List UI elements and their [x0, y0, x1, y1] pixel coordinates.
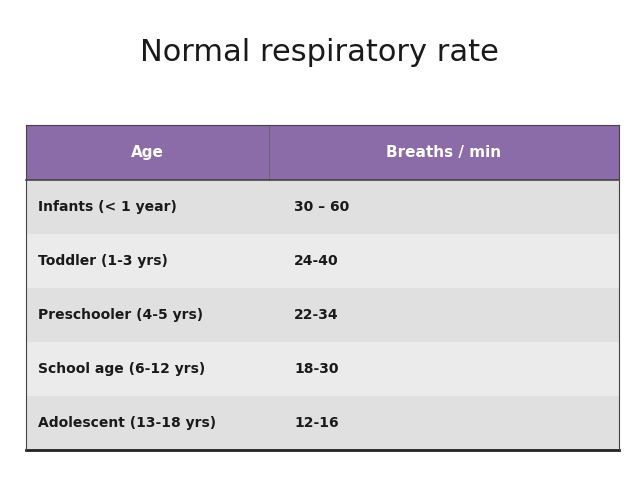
Text: 30 – 60: 30 – 60: [294, 200, 350, 214]
Text: Normal respiratory rate: Normal respiratory rate: [140, 38, 498, 68]
Text: 18-30: 18-30: [294, 362, 339, 376]
Text: Adolescent (13-18 yrs): Adolescent (13-18 yrs): [38, 416, 216, 430]
Text: Preschooler (4-5 yrs): Preschooler (4-5 yrs): [38, 308, 204, 322]
Bar: [26, 180, 619, 234]
Bar: [26, 234, 619, 288]
Text: Breaths / min: Breaths / min: [386, 145, 501, 160]
Text: Age: Age: [131, 145, 163, 160]
Text: School age (6-12 yrs): School age (6-12 yrs): [38, 362, 205, 376]
Text: Infants (< 1 year): Infants (< 1 year): [38, 200, 177, 214]
Bar: [26, 342, 619, 396]
Bar: [26, 125, 619, 180]
Text: 22-34: 22-34: [294, 308, 339, 322]
Text: Toddler (1-3 yrs): Toddler (1-3 yrs): [38, 254, 168, 268]
Bar: [26, 288, 619, 342]
Text: 24-40: 24-40: [294, 254, 339, 268]
Bar: [26, 396, 619, 450]
Text: 12-16: 12-16: [294, 416, 339, 430]
